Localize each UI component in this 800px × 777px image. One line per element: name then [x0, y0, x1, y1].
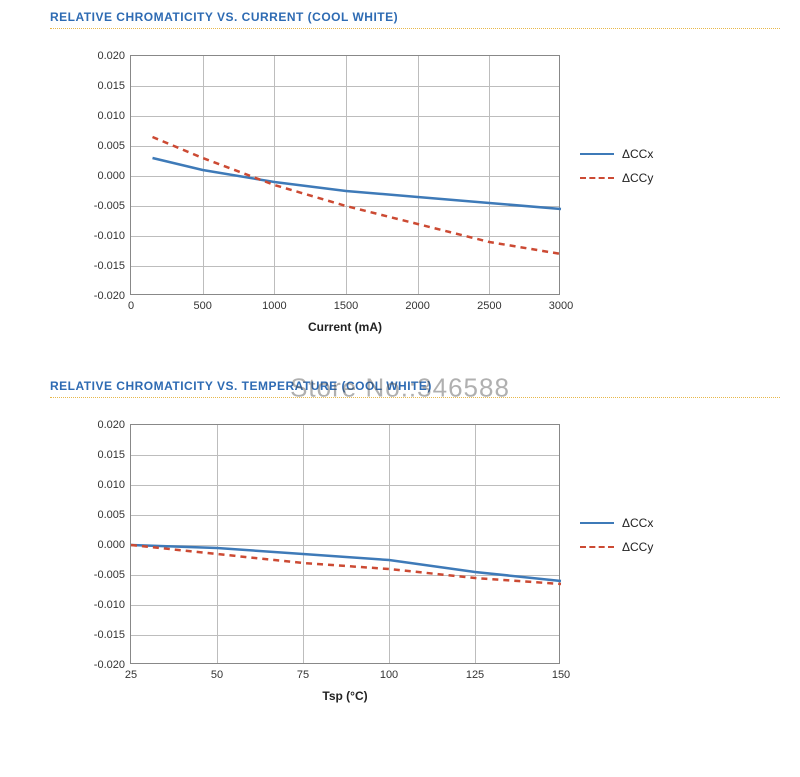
series-line	[153, 137, 562, 254]
y-tick-label: -0.020	[94, 290, 125, 302]
x-tick-label: 125	[466, 669, 484, 681]
y-tick-label: 0.020	[97, 50, 125, 62]
legend-swatch	[580, 153, 614, 155]
legend-swatch	[580, 177, 614, 179]
y-tick-label: -0.010	[94, 599, 125, 611]
y-tick-label: 0.005	[97, 140, 125, 152]
chart-wrap: 0.020 0.015 0.010 0.005 0.000 -0.005 -0.010 -0.…	[50, 47, 800, 347]
x-tick-label: 100	[380, 669, 398, 681]
x-tick-label: 25	[125, 669, 137, 681]
legend-swatch	[580, 522, 614, 524]
y-tick-label: 0.000	[97, 539, 125, 551]
y-tick-label: -0.015	[94, 629, 125, 641]
x-tick-label: 1500	[334, 300, 358, 312]
x-axis-label: Current (mA)	[308, 320, 382, 334]
y-tick-label: -0.020	[94, 659, 125, 671]
plot-area: 0.0200.0150.0100.0050.000-0.005-0.010-0.…	[130, 424, 560, 664]
y-tick-label: -0.005	[94, 569, 125, 581]
legend-item: ΔCCy	[580, 171, 653, 185]
x-tick-label: 0	[128, 300, 134, 312]
series-line	[153, 158, 562, 209]
y-tick-label: 0.000	[97, 170, 125, 182]
series-svg	[131, 56, 559, 294]
y-tick-label: 0.015	[97, 80, 125, 92]
x-tick-label: 75	[297, 669, 309, 681]
x-tick-label: 500	[193, 300, 211, 312]
chart-stage: 0.020 0.015 0.010 0.005 0.000 -0.005 -0.010 -0.…	[50, 416, 670, 716]
series-line	[131, 545, 561, 584]
chart-title: RELATIVE CHROMATICITY VS. CURRENT (COOL …	[0, 0, 800, 28]
legend: ΔCCx ΔCCy	[580, 147, 653, 195]
plot-area: 0.0200.0150.0100.0050.000-0.005-0.010-0.…	[130, 55, 560, 295]
y-tick-label: -0.015	[94, 260, 125, 272]
y-tick-label: 0.020	[97, 419, 125, 431]
title-underline	[50, 397, 780, 398]
x-axis-label: Tsp (°C)	[322, 689, 367, 703]
x-tick-label: 1000	[262, 300, 286, 312]
x-tick-label: 150	[552, 669, 570, 681]
legend-label: ΔCCy	[622, 540, 653, 554]
y-tick-label: 0.005	[97, 509, 125, 521]
series-line	[131, 545, 561, 581]
x-tick-label: 2000	[405, 300, 429, 312]
chart-title: RELATIVE CHROMATICITY VS. TEMPERATURE (C…	[0, 369, 800, 397]
y-tick-label: -0.005	[94, 200, 125, 212]
x-tick-label: 50	[211, 669, 223, 681]
y-tick-label: 0.010	[97, 479, 125, 491]
chart-wrap: 0.020 0.015 0.010 0.005 0.000 -0.005 -0.010 -0.…	[50, 416, 800, 716]
legend: ΔCCx ΔCCy	[580, 516, 653, 564]
y-tick-label: 0.010	[97, 110, 125, 122]
title-underline	[50, 28, 780, 29]
x-tick-label: 3000	[549, 300, 573, 312]
page-root: RELATIVE CHROMATICITY VS. CURRENT (COOL …	[0, 0, 800, 716]
chart-stage: 0.020 0.015 0.010 0.005 0.000 -0.005 -0.010 -0.…	[50, 47, 670, 347]
y-tick-label: -0.010	[94, 230, 125, 242]
legend-label: ΔCCx	[622, 147, 653, 161]
legend-label: ΔCCx	[622, 516, 653, 530]
legend-swatch	[580, 546, 614, 548]
x-tick-label: 2500	[477, 300, 501, 312]
legend-label: ΔCCy	[622, 171, 653, 185]
legend-item: ΔCCx	[580, 147, 653, 161]
legend-item: ΔCCx	[580, 516, 653, 530]
series-svg	[131, 425, 559, 663]
y-tick-label: 0.015	[97, 449, 125, 461]
legend-item: ΔCCy	[580, 540, 653, 554]
